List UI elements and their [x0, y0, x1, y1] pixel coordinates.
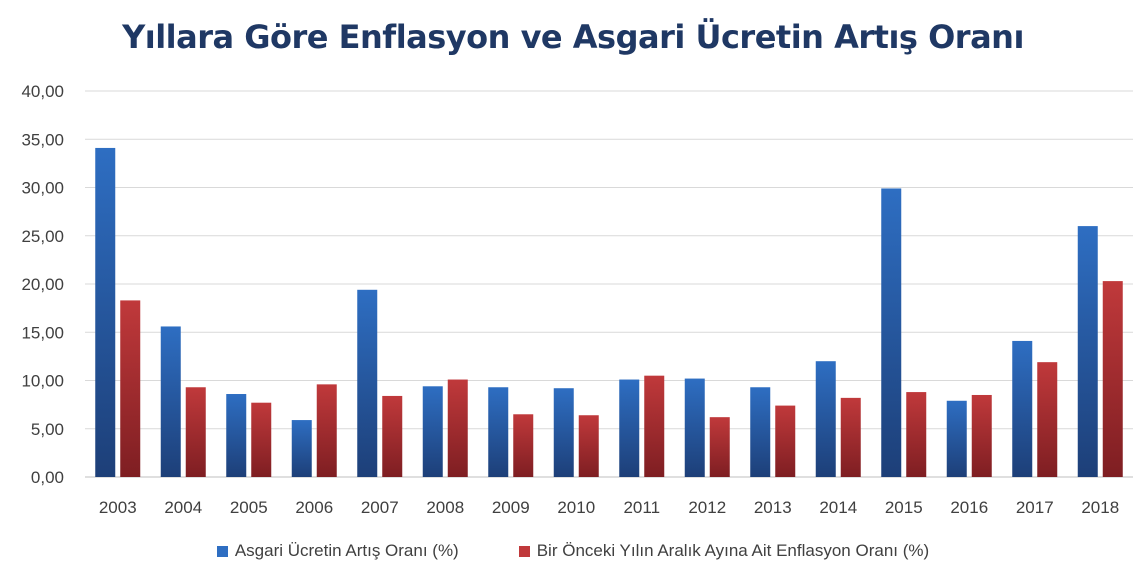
x-tick-label: 2009 — [492, 498, 530, 517]
x-tick-label: 2015 — [885, 498, 923, 517]
bar-inflation-2011 — [644, 375, 665, 477]
x-tick-label: 2003 — [99, 498, 137, 517]
bar-wage-2009 — [488, 387, 509, 477]
legend-item-wage: Asgari Ücretin Artış Oranı (%) — [216, 541, 459, 561]
bar-inflation-2004 — [185, 387, 206, 477]
bar-wage-2017 — [1012, 340, 1033, 477]
x-tick-label: 2010 — [557, 498, 595, 517]
bar-inflation-2013 — [775, 405, 796, 477]
bar-inflation-2008 — [447, 379, 468, 477]
bar-inflation-2003 — [120, 300, 141, 477]
y-tick-label: 25,00 — [21, 227, 64, 246]
bar-inflation-2018 — [1102, 281, 1123, 477]
y-tick-label: 15,00 — [21, 323, 64, 342]
x-tick-label: 2018 — [1081, 498, 1119, 517]
bar-wage-2007 — [357, 289, 378, 477]
x-tick-label: 2005 — [230, 498, 268, 517]
x-tick-label: 2006 — [295, 498, 333, 517]
x-tick-label: 2011 — [623, 498, 660, 517]
y-tick-label: 35,00 — [21, 130, 64, 149]
legend-swatch-inflation — [518, 545, 530, 557]
bar-inflation-2017 — [1037, 362, 1058, 477]
legend-swatch-wage — [216, 545, 228, 557]
y-axis-ticks: 0,00 5,00 10,00 15,00 20,00 25,00 30,00 35,00 40… — [21, 82, 64, 487]
x-tick-label: 2007 — [361, 498, 399, 517]
bars — [95, 147, 1123, 477]
bar-wage-2010 — [553, 388, 574, 477]
y-tick-label: 40,00 — [21, 82, 64, 101]
bar-inflation-2009 — [513, 414, 534, 477]
bar-wage-2006 — [291, 420, 312, 477]
x-tick-label: 2013 — [754, 498, 792, 517]
x-tick-label: 2016 — [950, 498, 988, 517]
legend-label-wage: Asgari Ücretin Artış Oranı (%) — [234, 541, 459, 560]
bar-wage-2004 — [160, 326, 181, 477]
y-tick-label: 30,00 — [21, 179, 64, 198]
bar-wage-2016 — [946, 400, 967, 477]
x-tick-label: 2008 — [426, 498, 464, 517]
bar-inflation-2006 — [316, 384, 337, 477]
bar-inflation-2015 — [906, 392, 927, 477]
legend-label-inflation: Bir Önceki Yılın Aralık Ayına Ait Enflas… — [536, 541, 930, 560]
bar-wage-2011 — [619, 379, 640, 477]
bar-inflation-2016 — [971, 394, 992, 477]
bar-wage-2003 — [95, 147, 116, 477]
x-tick-label: 2012 — [688, 498, 726, 517]
bar-inflation-2010 — [578, 415, 599, 477]
bar-wage-2014 — [815, 361, 836, 477]
bar-inflation-2007 — [382, 395, 403, 477]
bar-inflation-2005 — [251, 402, 272, 477]
x-tick-label: 2014 — [819, 498, 857, 517]
y-tick-label: 5,00 — [31, 420, 64, 439]
bar-wage-2018 — [1077, 226, 1098, 477]
legend-item-inflation: Bir Önceki Yılın Aralık Ayına Ait Enflas… — [518, 541, 930, 561]
chart-title: Yıllara Göre Enflasyon ve Asgari Ücretin… — [122, 18, 1024, 56]
x-tick-label: 2004 — [164, 498, 202, 517]
bar-wage-2013 — [750, 387, 771, 477]
bar-inflation-2012 — [709, 417, 730, 477]
legend: Asgari Ücretin Artış Oranı (%) Bir Öncek… — [0, 541, 1146, 561]
bar-wage-2015 — [881, 188, 902, 477]
y-tick-label: 0,00 — [31, 468, 64, 487]
bar-inflation-2014 — [840, 397, 861, 477]
bar-wage-2012 — [684, 378, 705, 477]
y-tick-label: 20,00 — [21, 275, 64, 294]
x-tick-label: 2017 — [1016, 498, 1054, 517]
x-axis-ticks: 2003 2004 2005 2006 2007 2008 2009 2010 2011 2012… — [99, 498, 1119, 517]
y-tick-label: 10,00 — [21, 372, 64, 391]
bar-wage-2005 — [226, 394, 247, 477]
bar-wage-2008 — [422, 386, 443, 477]
